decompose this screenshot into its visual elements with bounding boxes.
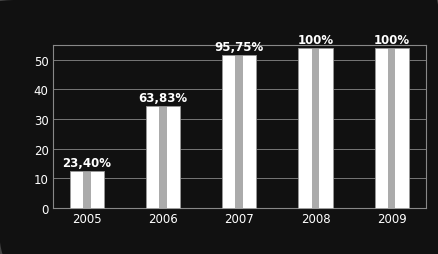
Bar [235, 55, 243, 208]
Bar [311, 49, 318, 208]
Bar [222, 55, 256, 208]
Text: 100%: 100% [373, 34, 409, 47]
Text: 95,75%: 95,75% [214, 41, 263, 54]
Bar [145, 106, 180, 208]
Bar [83, 171, 90, 208]
Text: 100%: 100% [297, 34, 333, 47]
Text: 23,40%: 23,40% [62, 156, 111, 169]
Bar [387, 49, 395, 208]
Bar [298, 49, 332, 208]
Text: 63,83%: 63,83% [138, 92, 187, 105]
Bar [70, 171, 104, 208]
Bar [159, 106, 166, 208]
Bar [374, 49, 408, 208]
